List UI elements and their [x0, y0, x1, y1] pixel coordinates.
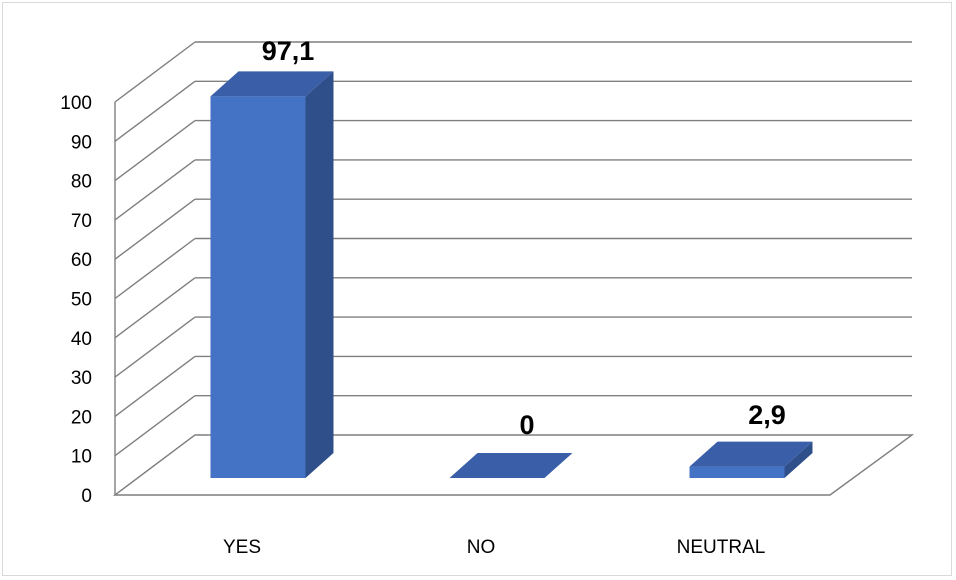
bar-top: [210, 71, 334, 97]
gridline-side: [114, 316, 196, 378]
y-tick-label: 100: [60, 93, 92, 114]
data-label: 97,1: [262, 36, 315, 66]
bar-side: [305, 71, 334, 478]
bar: [210, 96, 306, 478]
gridline-side: [114, 80, 196, 142]
data-label: 2,9: [748, 400, 786, 430]
gridline-side: [114, 41, 196, 103]
gridline-side: [114, 159, 196, 221]
y-tick-label: 70: [71, 211, 92, 232]
y-tick-label: 90: [71, 132, 92, 153]
bar-side: [784, 441, 813, 478]
bar-top: [449, 453, 573, 478]
gridline-side: [114, 237, 196, 300]
y-tick-label: 80: [71, 172, 92, 193]
y-tick-label: 50: [71, 290, 92, 311]
y-tick-label: 40: [71, 329, 92, 350]
data-label: 0: [519, 410, 534, 440]
gridline-side: [114, 120, 196, 182]
bar: [689, 466, 785, 478]
bar-top: [689, 441, 813, 467]
gridline-side: [114, 395, 196, 457]
y-tick-label: 10: [71, 447, 92, 468]
y-tick-label: 20: [71, 407, 92, 428]
y-tick-label: 30: [71, 368, 92, 389]
gridline-side: [114, 198, 196, 260]
x-tick-label: YES: [223, 537, 261, 558]
y-tick-label: 60: [71, 250, 92, 271]
y-tick-label: 0: [81, 486, 92, 507]
gridline-side: [114, 355, 196, 417]
gridline-side: [114, 277, 196, 339]
x-tick-label: NO: [467, 537, 496, 558]
x-tick-label: NEUTRAL: [677, 537, 766, 558]
